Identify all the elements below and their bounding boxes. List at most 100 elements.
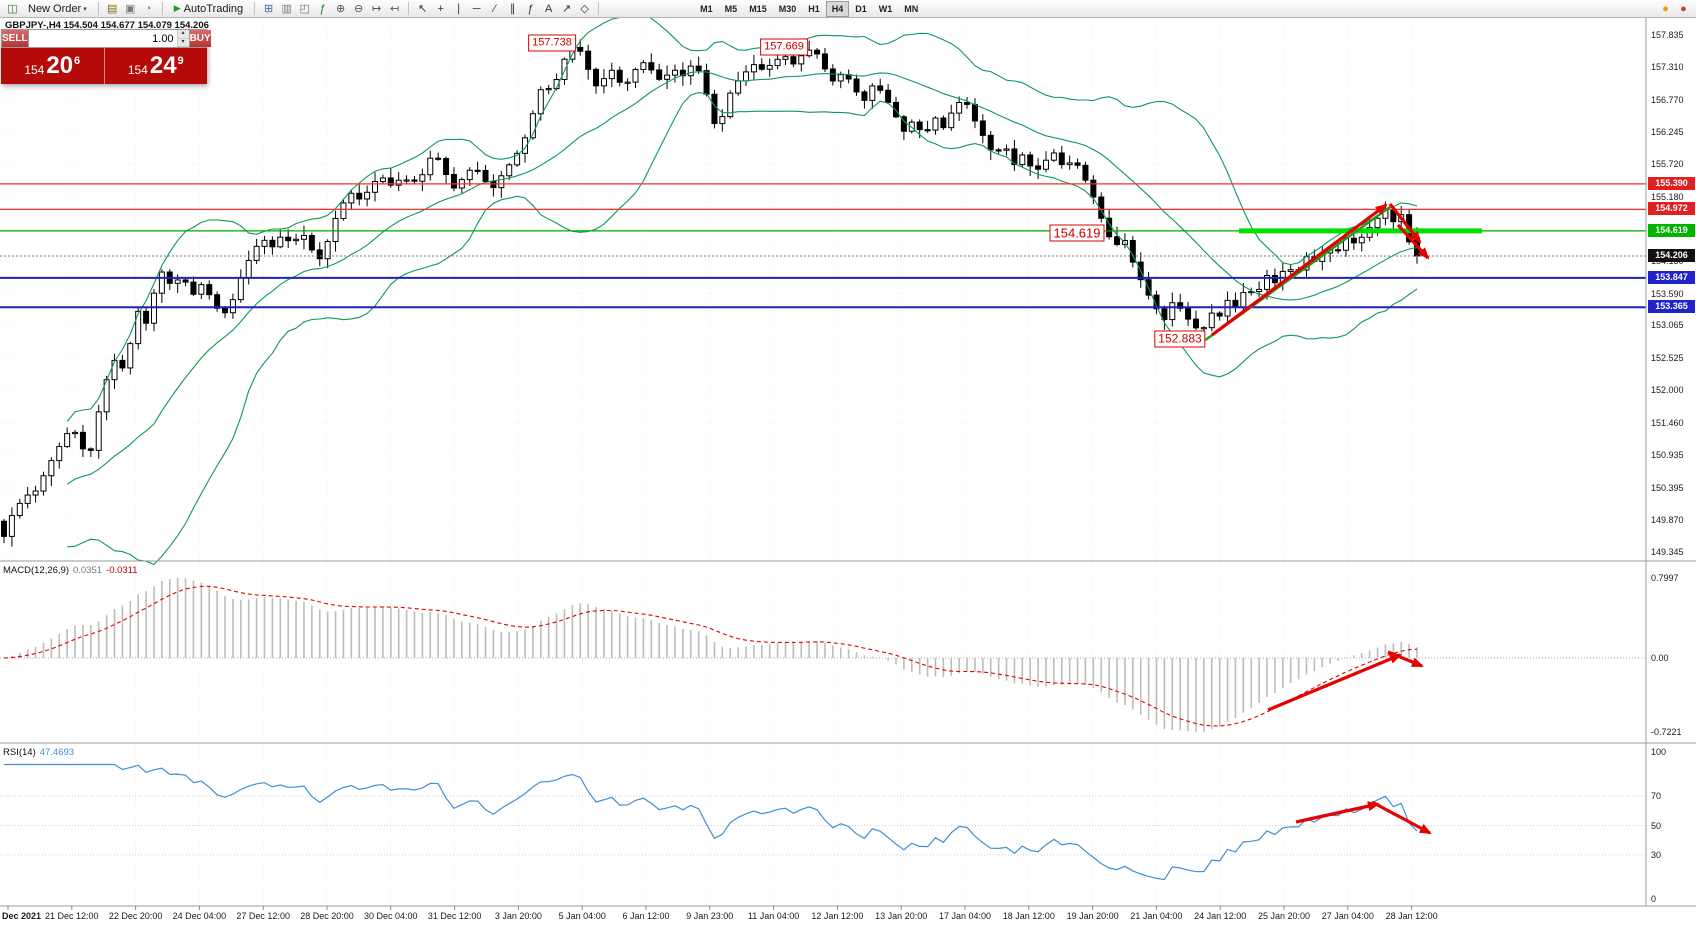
auto-scroll-icon[interactable]: ↦ [372, 3, 382, 15]
trendline-icon[interactable]: ∕ [493, 2, 496, 15]
volume-decrease-button[interactable]: ▾ [177, 38, 189, 47]
time-axis-label: 31 Dec 12:00 [427, 911, 482, 921]
zoom-in-icon[interactable]: ⊕ [336, 3, 346, 15]
autotrading-button[interactable]: ▶ AutoTrading [173, 2, 244, 15]
time-axis-label: 19 Jan 20:00 [1066, 911, 1119, 921]
price-scale-label: 150.935 [1651, 450, 1684, 461]
macd-signal-value: -0.0311 [106, 565, 138, 576]
shapes-icon[interactable]: ◇ [580, 3, 589, 15]
toolbar: ◫ New Order ▾ ▤ ▣ ◔ ▶ AutoTrading ⊞ ▥ ◰ ƒ ⊕ ⊖ ↦ ↤ ↖ + ∣ ─ ∕ ∥… [0, 0, 1696, 18]
time-axis-label: 5 Jan 04:00 [558, 911, 606, 921]
community-icon[interactable]: ● [1662, 2, 1669, 15]
time-axis-label: 24 Dec 04:00 [172, 911, 227, 921]
toolbar-separator [408, 2, 410, 15]
zoom-out-icon[interactable]: ⊖ [354, 3, 364, 15]
price-callout[interactable]: 154.619 [1049, 224, 1105, 242]
rsi-scale-label: 0 [1651, 894, 1657, 904]
time-axis-label: 24 Jan 12:00 [1194, 911, 1247, 921]
candlestick-chart-icon[interactable]: ◫ [7, 3, 18, 15]
time-axis-label: 11 Jan 04:00 [747, 911, 800, 921]
price-callout[interactable]: 157.669 [760, 38, 808, 56]
time-axis-label: 9 Jan 23:00 [686, 911, 734, 921]
trade-panel-top-row: SELL ▴ ▾ BUY [1, 29, 211, 48]
time-axis-label: 3 Jan 20:00 [494, 911, 542, 921]
buy-price-pips: 24 [149, 52, 177, 79]
price-line-badge: 153.365 [1648, 300, 1695, 314]
buy-price-display[interactable]: 154 24 9 [104, 48, 207, 84]
time-axis-label: 27 Dec 12:00 [236, 911, 290, 921]
price-line-badge: 153.847 [1648, 270, 1695, 284]
price-scale-label: 157.310 [1651, 61, 1684, 72]
price-scale-label: 155.180 [1651, 191, 1684, 202]
time-axis-label: 30 Dec 04:00 [364, 911, 418, 921]
time-axis-label: Dec 2021 [2, 911, 42, 921]
sell-price-display[interactable]: 154 20 6 [1, 48, 105, 84]
new-order-button[interactable]: New Order ▾ [28, 2, 87, 15]
tile-windows-icon[interactable]: ◰ [299, 3, 310, 15]
market-watch-icon[interactable]: ▤ [107, 3, 118, 15]
price-scale-label: 151.460 [1651, 418, 1684, 429]
timeframe-m15[interactable]: M15 [749, 3, 767, 14]
time-axis-label: 21 Jan 04:00 [1130, 911, 1183, 921]
price-scale-label: 157.835 [1651, 30, 1684, 40]
toolbar-separator [161, 2, 163, 15]
time-axis-label: 6 Jan 12:00 [622, 911, 670, 921]
rsi-name: RSI(14) [3, 747, 36, 758]
price-scale-label: 152.000 [1651, 385, 1684, 396]
timeframe-h4[interactable]: H4 [825, 0, 850, 17]
time-axis-label: 27 Jan 04:00 [1321, 911, 1374, 921]
horizontal-line-icon[interactable]: ─ [472, 2, 481, 15]
time-axis-label: 22 Dec 20:00 [108, 911, 163, 921]
price-scale-label: 155.720 [1651, 158, 1684, 169]
price-callout[interactable]: 157.738 [528, 34, 576, 52]
rsi-scale-label: 100 [1651, 747, 1667, 757]
volume-increase-button[interactable]: ▴ [177, 30, 189, 39]
volume-input[interactable] [28, 30, 177, 47]
price-callout[interactable]: 152.883 [1154, 330, 1206, 348]
time-axis-label: 17 Jan 04:00 [938, 911, 992, 921]
buy-price-whole: 154 [127, 63, 148, 77]
text-label-icon[interactable]: A [544, 2, 553, 15]
timeframe-m5[interactable]: M5 [724, 3, 738, 14]
time-axis-label: 28 Jan 12:00 [1385, 911, 1438, 921]
timeframe-d1[interactable]: D1 [855, 3, 867, 14]
toolbar-separator [97, 2, 99, 15]
macd-indicator-label: MACD(12,26,9) 0.0351 -0.0311 [3, 565, 138, 576]
timeframe-m30[interactable]: M30 [778, 3, 797, 14]
autotrading-play-icon: ▶ [173, 3, 181, 13]
arrow-object-icon[interactable]: ↗ [562, 3, 572, 15]
timeframe-h1[interactable]: H1 [808, 3, 820, 14]
vertical-line-icon[interactable]: ∣ [455, 3, 462, 15]
sell-price-pips: 20 [46, 52, 74, 79]
dropdown-caret-icon: ▾ [83, 5, 87, 13]
new-chart-icon[interactable]: ⊞ [264, 3, 274, 15]
toolbar-separator [254, 2, 256, 15]
macd-scale-label: -0.7221 [1651, 727, 1682, 737]
one-click-trading-panel: SELL ▴ ▾ BUY 154 20 6 154 24 9 [1, 29, 211, 84]
buy-button[interactable]: BUY [189, 30, 211, 47]
cursor-icon[interactable]: ↖ [418, 3, 428, 15]
news-icon[interactable]: ● [1680, 2, 1687, 15]
time-axis-label: 18 Jan 12:00 [1002, 911, 1055, 921]
time-axis-label: 12 Jan 12:00 [811, 911, 864, 921]
timeframe-mn[interactable]: MN [904, 3, 919, 14]
fibonacci-icon[interactable]: ƒ [527, 2, 534, 15]
price-scale-label: 149.345 [1651, 547, 1684, 557]
macd-name: MACD(12,26,9) [3, 565, 69, 576]
sell-button[interactable]: SELL [2, 30, 28, 47]
indicators-icon[interactable]: ƒ [319, 2, 326, 15]
price-scale-label: 152.525 [1651, 353, 1684, 364]
time-axis-label: 13 Jan 20:00 [875, 911, 928, 921]
crosshair-icon[interactable]: + [437, 2, 444, 15]
sell-price-whole: 154 [24, 63, 45, 77]
alerts-icon[interactable]: ◔ [144, 2, 152, 15]
chart-shift-icon[interactable]: ↤ [390, 3, 400, 15]
trade-history-icon[interactable]: ▣ [125, 3, 136, 15]
profiles-icon[interactable]: ▥ [281, 3, 292, 15]
timeframe-w1[interactable]: W1 [878, 3, 893, 14]
timeframe-m1[interactable]: M1 [700, 3, 713, 14]
price-scale-label: 153.065 [1651, 320, 1684, 331]
equidistant-channel-icon[interactable]: ∥ [509, 3, 516, 15]
